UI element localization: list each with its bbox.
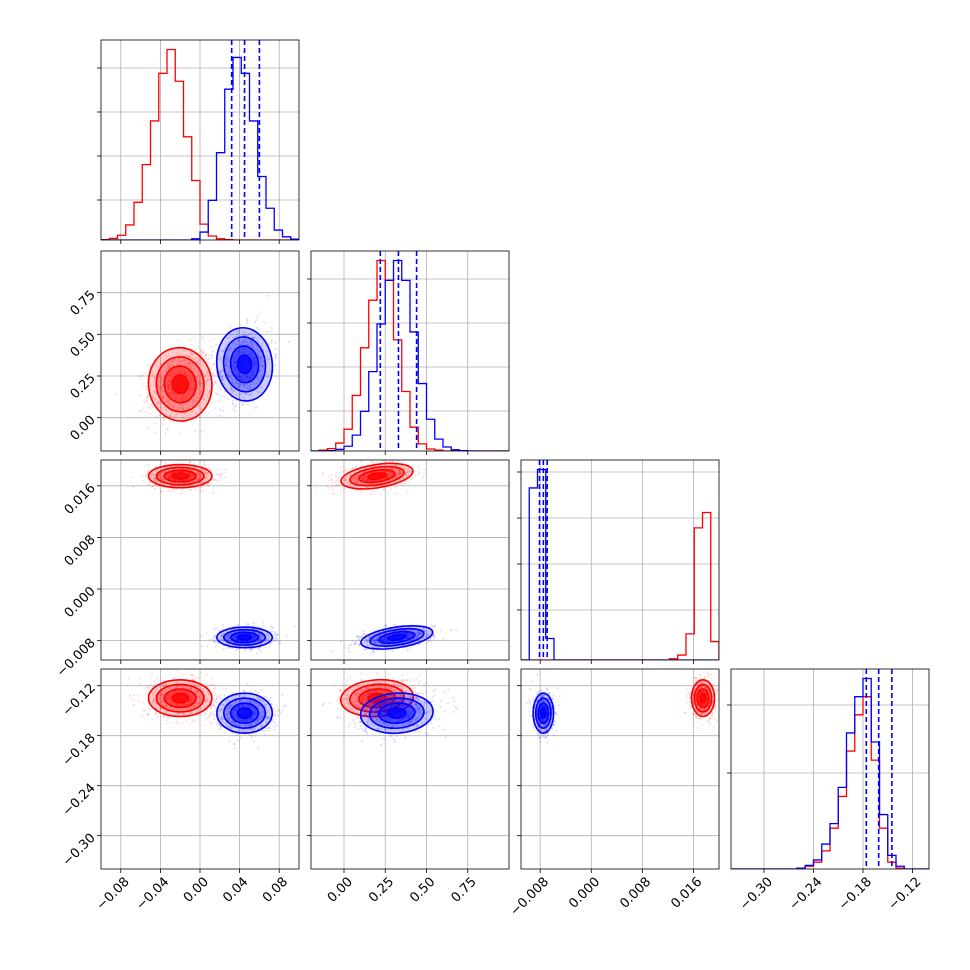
y-tick-label: −0.18 [60, 731, 99, 770]
panel-frame [310, 668, 510, 870]
x-tick-label: 0.016 [668, 875, 705, 912]
histogram-panel-4: −0.30 −0.24 −0.18 −0.12 [727, 668, 930, 914]
scatter-panel-3-1: −0.008 0.000 0.008 0.016 [54, 459, 300, 681]
scatter-panel-4-2: 0.00 0.25 0.50 0.75 [307, 668, 510, 906]
histogram-series-2 [731, 677, 929, 869]
panel-frame [730, 668, 930, 870]
x-tick-label: 0.000 [566, 875, 603, 912]
histogram-panel-3 [517, 459, 720, 664]
panel-frame [310, 459, 510, 661]
contour-series-1 [340, 462, 414, 490]
contour-series-2 [532, 692, 555, 734]
x-tick-label: 0.75 [449, 875, 480, 906]
histogram-panel-2 [307, 250, 510, 455]
x-tick-label: 0.08 [260, 875, 291, 906]
contour-series-2 [216, 626, 274, 649]
x-tick-label: −0.008 [507, 875, 552, 920]
panel-frame [310, 250, 510, 452]
contour-series-1 [147, 463, 213, 489]
scatter-panel-3-2 [307, 459, 510, 664]
contour-series-1 [147, 346, 213, 422]
scatter-panel-4-1: −0.08 −0.04 0.00 0.04 0.08 −0.30 −0.24 −0.18 −0.… [60, 668, 300, 914]
x-tick-label: −0.04 [133, 875, 172, 914]
histogram-series-1 [101, 48, 299, 240]
x-tick-label: 0.50 [407, 875, 438, 906]
contour-series-2 [215, 326, 274, 402]
x-tick-label: −0.24 [787, 875, 826, 914]
y-tick-label: −0.008 [54, 636, 99, 681]
contour-series-1 [147, 679, 213, 718]
y-tick-label: 0.25 [68, 371, 99, 402]
x-tick-label: −0.30 [737, 875, 776, 914]
y-tick-label: 0.00 [68, 413, 99, 444]
x-tick-label: −0.12 [886, 875, 925, 914]
histogram-series-1 [521, 511, 719, 660]
panel-frame [520, 459, 720, 661]
contour-series-2 [359, 692, 434, 735]
y-tick-label: −0.24 [60, 781, 99, 820]
histogram-series-1 [311, 259, 509, 451]
scatter-panel-2-1: 0.00 0.25 0.50 0.75 [68, 250, 300, 455]
scatter-panel-4-3: −0.008 0.000 0.008 0.016 [507, 668, 720, 920]
x-tick-label: 0.00 [325, 875, 356, 906]
x-tick-label: 0.00 [181, 875, 212, 906]
x-tick-label: −0.08 [94, 875, 133, 914]
x-tick-label: −0.18 [836, 875, 875, 914]
x-tick-label: 0.04 [220, 875, 251, 906]
contour-series-2 [216, 692, 274, 734]
y-tick-label: −0.12 [60, 681, 99, 720]
y-tick-label: 0.000 [62, 584, 99, 621]
y-tick-label: 0.50 [68, 329, 99, 360]
contour-series-1 [339, 678, 415, 718]
x-tick-label: 0.25 [366, 875, 397, 906]
y-tick-label: 0.016 [62, 481, 99, 518]
x-tick-label: 0.008 [617, 875, 654, 912]
panel-frame [520, 668, 720, 870]
contour-series-2 [360, 625, 434, 650]
y-tick-label: 0.75 [68, 288, 99, 319]
histogram-series-2 [101, 56, 299, 240]
histogram-series-2 [521, 468, 719, 660]
contour-series-1 [690, 679, 716, 718]
histogram-panel-1 [97, 39, 300, 244]
y-tick-label: −0.30 [60, 831, 99, 870]
y-tick-label: 0.008 [62, 532, 99, 569]
